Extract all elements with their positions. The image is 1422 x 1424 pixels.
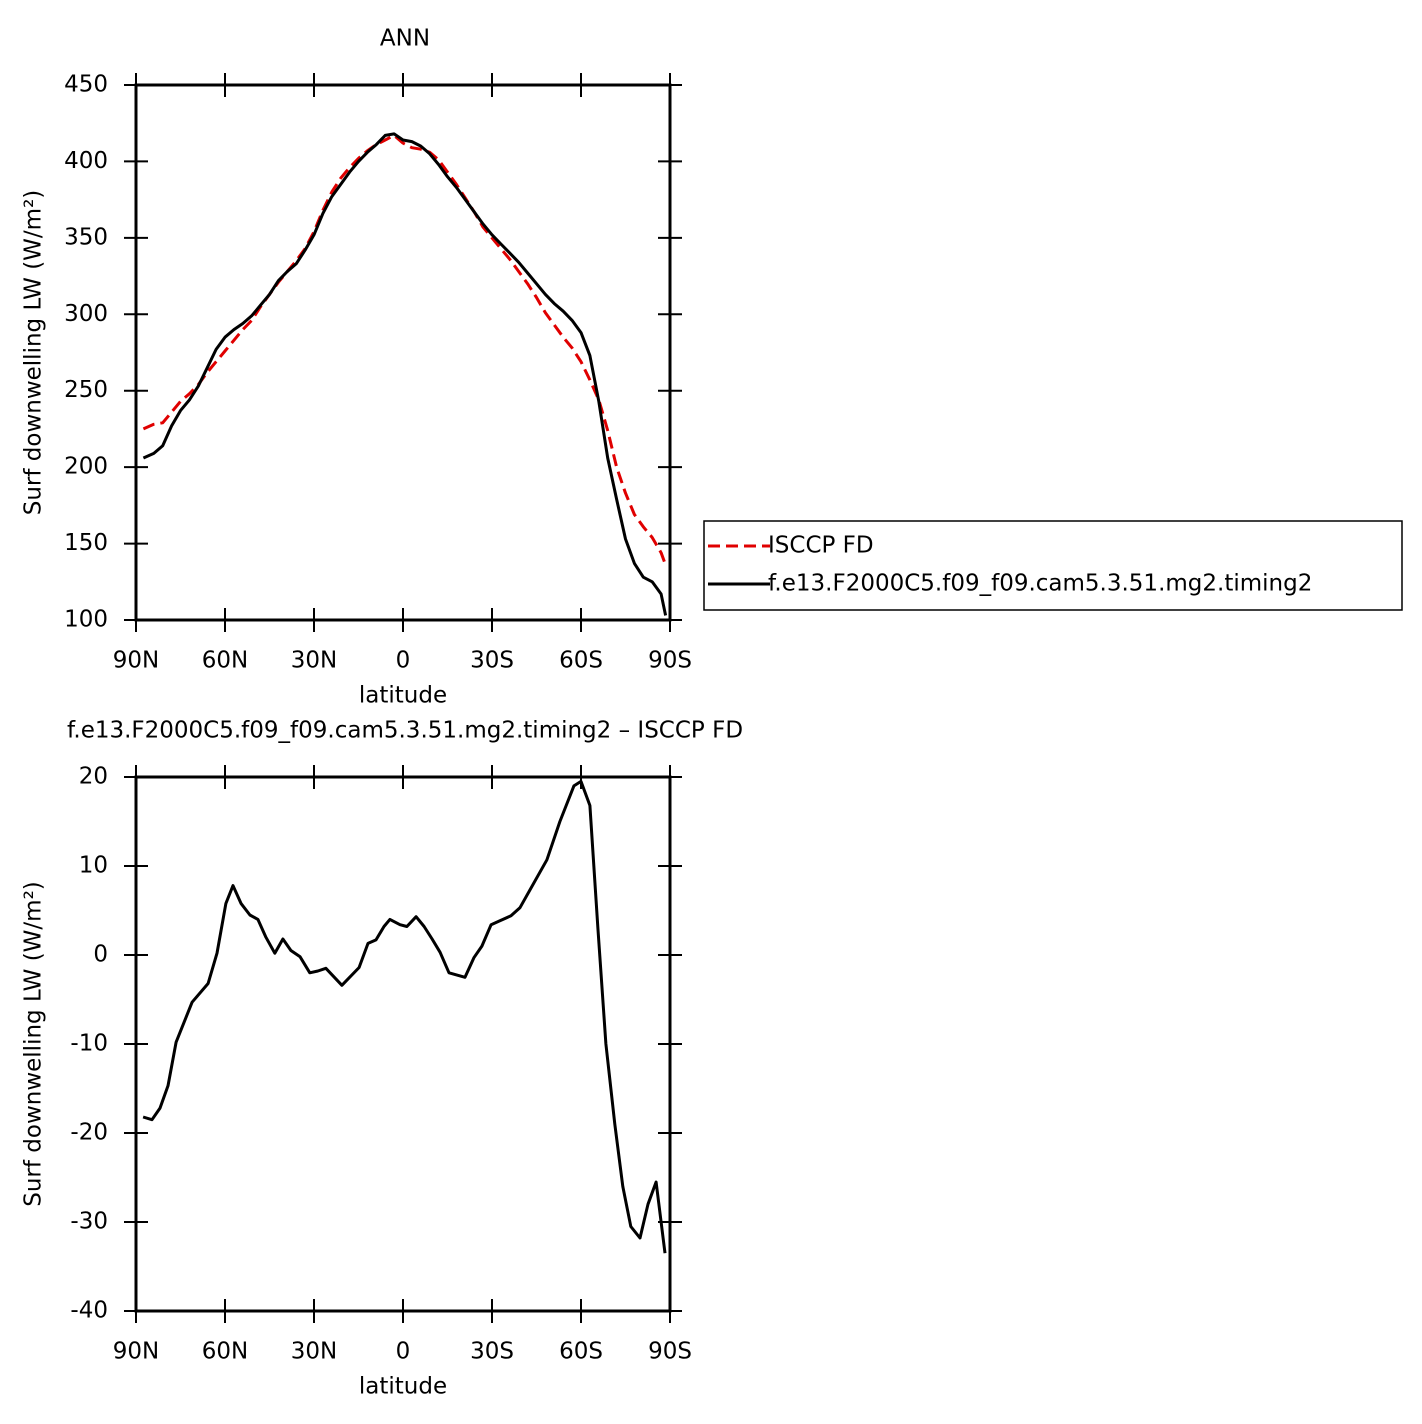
x-tick-label: 90S [648,648,692,674]
y-tick-label: 350 [64,224,108,250]
y-tick-label: 100 [64,607,108,633]
x-tick-label: 60N [202,648,248,674]
x-tick-label: 30S [470,648,514,674]
x-tick-label: 60S [559,1339,603,1365]
data-line [142,132,668,616]
y-tick-label: 250 [64,377,108,403]
x-tick-label: 30N [291,1339,337,1365]
y-tick-label: 20 [79,764,108,790]
y-tick-label: 10 [79,853,108,879]
y-tick-label: 200 [64,454,108,480]
y-tick-label: 300 [64,301,108,327]
legend-box [703,520,1403,611]
x-tick-label: 30S [470,1339,514,1365]
x-tick-label: 90N [113,1339,159,1365]
x-axis-label: latitude [359,1374,447,1400]
x-tick-label: 90S [648,1339,692,1365]
x-tick-label: 60N [202,1339,248,1365]
x-tick-label: 0 [396,648,411,674]
data-line [142,779,667,1254]
legend-label: ISCCP FD [768,533,874,559]
chart-title: ANN [380,26,430,52]
x-tick-label: 0 [396,1339,411,1365]
plot-frame [134,83,672,622]
x-axis-label: latitude [359,683,447,709]
legend-label: f.e13.F2000C5.f09_f09.cam5.3.51.mg2.timi… [768,571,1312,597]
y-tick-label: 150 [64,530,108,556]
y-axis-label: Surf downwelling LW (W/m²) [21,881,47,1207]
chart-title: f.e13.F2000C5.f09_f09.cam5.3.51.mg2.timi… [67,718,743,744]
x-tick-label: 60S [559,648,603,674]
data-line [142,133,668,566]
y-tick-label: -30 [70,1209,108,1235]
x-tick-label: 90N [113,648,159,674]
y-tick-label: -20 [70,1120,108,1146]
y-tick-label: -40 [70,1298,108,1324]
plot-frame [134,775,672,1313]
x-tick-label: 30N [291,648,337,674]
y-tick-label: 450 [64,72,108,98]
y-tick-label: -10 [70,1031,108,1057]
y-tick-label: 0 [93,942,108,968]
y-axis-label: Surf downwelling LW (W/m²) [21,190,47,516]
y-tick-label: 400 [64,148,108,174]
